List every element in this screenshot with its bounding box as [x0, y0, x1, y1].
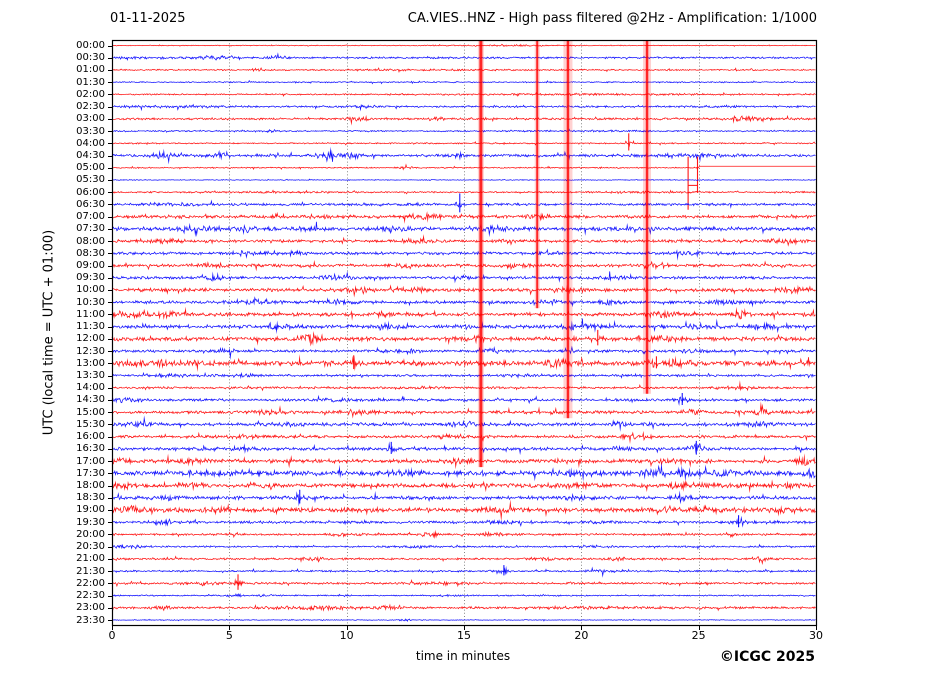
y-tick-label: 21:00: [76, 553, 105, 565]
y-tick-label: 04:00: [76, 137, 105, 149]
y-tick-label: 15:00: [76, 406, 105, 418]
y-tick-label: 16:30: [76, 443, 105, 455]
y-tick-label: 00:30: [76, 52, 105, 64]
y-tick-label: 23:00: [76, 602, 105, 614]
x-tick-label: 20: [574, 629, 589, 642]
x-tick-label: 30: [809, 629, 823, 642]
y-tick-label: 19:30: [76, 516, 105, 528]
date-title: 01-11-2025: [110, 11, 186, 26]
y-tick-label: 13:00: [76, 357, 105, 369]
y-tick-label: 22:00: [76, 577, 105, 589]
station-title: CA.VIES..HNZ - High pass filtered @2Hz -…: [407, 11, 817, 26]
y-tick-label: 04:30: [76, 150, 105, 161]
x-axis-label: time in minutes: [415, 649, 511, 663]
y-tick-label: 13:30: [76, 370, 105, 382]
y-tick-label: 08:30: [76, 247, 105, 259]
y-tick-label: 19:00: [76, 504, 105, 516]
y-tick-label: 02:30: [76, 101, 105, 113]
y-tick-label: 03:30: [76, 125, 105, 137]
y-tick-label: 22:30: [76, 590, 105, 602]
y-tick-label: 03:00: [76, 113, 105, 125]
y-tick-label: 18:00: [76, 480, 105, 492]
y-tick-label: 23:30: [76, 614, 105, 626]
y-tick-label: 01:00: [76, 64, 105, 76]
y-tick-label: 18:30: [76, 492, 105, 504]
y-tick-label: 09:00: [76, 260, 105, 272]
y-tick-label: 16:00: [76, 431, 105, 443]
y-tick-label: 05:30: [76, 174, 105, 186]
y-tick-label: 20:30: [76, 541, 105, 553]
x-tick-label: 25: [691, 629, 706, 642]
y-tick-label: 06:30: [76, 198, 105, 210]
y-tick-label: 07:30: [76, 223, 105, 235]
y-tick-label: 00:00: [76, 40, 105, 51]
y-tick-label: 17:00: [76, 455, 105, 467]
x-tick-label: 5: [225, 629, 233, 642]
y-tick-label: 17:30: [76, 467, 105, 479]
y-tick-label: 07:00: [76, 211, 105, 223]
x-tick-label: 0: [108, 629, 116, 642]
y-tick-label: 01:30: [76, 76, 105, 88]
y-tick-label: 15:30: [76, 418, 105, 430]
y-tick-label: 14:30: [76, 394, 105, 406]
y-tick-label: 05:00: [76, 162, 105, 174]
x-tick-label: 15: [457, 629, 471, 642]
y-tick-label: 21:30: [76, 565, 105, 577]
y-tick-label: 02:00: [76, 88, 105, 100]
y-tick-label: 08:00: [76, 235, 105, 247]
x-tick-label: 10: [339, 629, 354, 642]
y-tick-label: 11:30: [76, 321, 105, 333]
y-tick-label: 09:30: [76, 272, 105, 284]
y-tick-label: 11:00: [76, 308, 105, 320]
y-tick-label: 12:30: [76, 345, 105, 357]
y-tick-label: 10:00: [76, 284, 105, 296]
copyright-text: ©ICGC 2025: [719, 649, 815, 665]
y-tick-label: 20:00: [76, 528, 105, 540]
y-tick-label: 14:00: [76, 382, 105, 394]
y-tick-label: 06:00: [76, 186, 105, 198]
y-tick-label: 12:00: [76, 333, 105, 345]
y-tick-label: 10:30: [76, 296, 105, 308]
